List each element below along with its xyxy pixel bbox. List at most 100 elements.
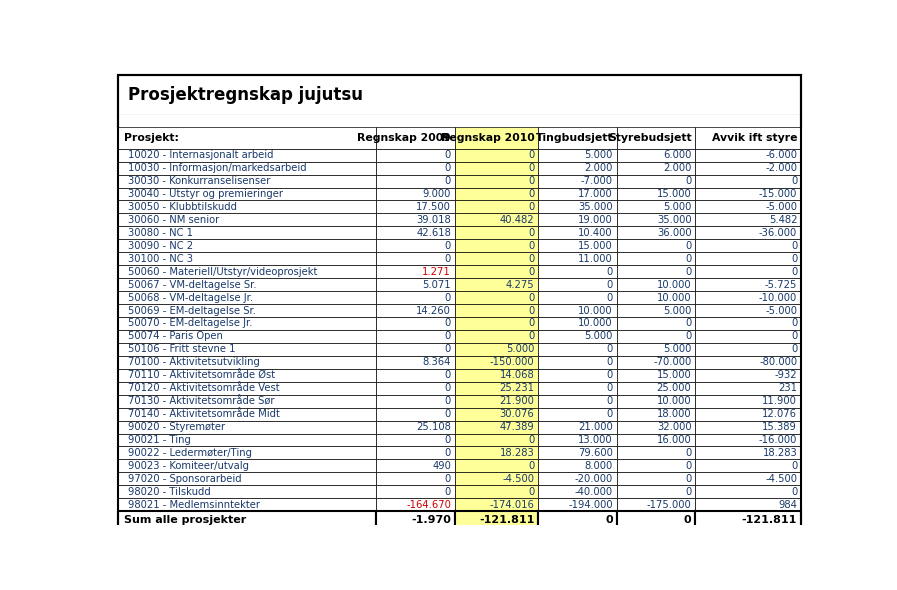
Text: 97020 - Sponsorarbeid: 97020 - Sponsorarbeid: [127, 474, 241, 484]
Bar: [118, 369, 377, 382]
Text: 0: 0: [685, 461, 692, 471]
Bar: [377, 127, 455, 149]
Text: -174.016: -174.016: [490, 500, 535, 510]
Bar: [118, 460, 377, 473]
Text: 98021 - Medlemsinntekter: 98021 - Medlemsinntekter: [127, 500, 259, 510]
Bar: [695, 201, 801, 214]
Text: 17.000: 17.000: [579, 189, 613, 199]
Text: 90022 - Ledermøter/Ting: 90022 - Ledermøter/Ting: [127, 448, 252, 458]
Bar: [695, 175, 801, 188]
Text: 10.000: 10.000: [579, 306, 613, 316]
Text: -1.970: -1.970: [411, 515, 451, 525]
Text: 0: 0: [528, 306, 535, 316]
Bar: [377, 395, 455, 408]
Bar: [377, 227, 455, 240]
Text: 70140 - Aktivitetsområde Midt: 70140 - Aktivitetsområde Midt: [127, 409, 280, 419]
Text: 0: 0: [606, 267, 613, 277]
Text: 50070 - EM-deltagelse Jr.: 50070 - EM-deltagelse Jr.: [127, 319, 252, 329]
Bar: [118, 447, 377, 460]
Text: 0: 0: [685, 241, 692, 251]
Bar: [617, 240, 695, 253]
Text: 0: 0: [528, 202, 535, 212]
Bar: [118, 486, 377, 499]
Bar: [455, 291, 538, 304]
Text: Prosjekt:: Prosjekt:: [124, 133, 179, 143]
Bar: [695, 421, 801, 434]
Text: -121.811: -121.811: [742, 515, 797, 525]
Bar: [118, 473, 377, 486]
Bar: [538, 343, 617, 356]
Bar: [455, 447, 538, 460]
Text: 0: 0: [791, 345, 797, 355]
Bar: [617, 214, 695, 227]
Text: 50074 - Paris Open: 50074 - Paris Open: [127, 332, 222, 342]
Text: -175.000: -175.000: [647, 500, 692, 510]
Text: 0: 0: [791, 176, 797, 186]
Text: 70130 - Aktivitetsområde Sør: 70130 - Aktivitetsområde Sør: [127, 396, 274, 407]
Bar: [455, 304, 538, 317]
Bar: [695, 434, 801, 447]
Bar: [377, 201, 455, 214]
Bar: [377, 214, 455, 227]
Bar: [455, 317, 538, 330]
Text: 0: 0: [685, 254, 692, 264]
Bar: [377, 473, 455, 486]
Text: 30040 - Utstyr og premieringer: 30040 - Utstyr og premieringer: [127, 189, 283, 199]
Text: 0: 0: [528, 254, 535, 264]
Text: 0: 0: [445, 487, 451, 497]
Bar: [695, 214, 801, 227]
Text: 11.900: 11.900: [762, 396, 797, 406]
Bar: [377, 460, 455, 473]
Bar: [455, 266, 538, 278]
Text: 8.000: 8.000: [585, 461, 613, 471]
Bar: [455, 240, 538, 253]
Bar: [617, 266, 695, 278]
Bar: [695, 278, 801, 291]
Text: 0: 0: [528, 461, 535, 471]
Bar: [538, 127, 617, 149]
Bar: [118, 149, 377, 162]
Text: 0: 0: [685, 332, 692, 342]
Text: 0: 0: [791, 487, 797, 497]
Bar: [617, 395, 695, 408]
Bar: [118, 214, 377, 227]
Text: 12.076: 12.076: [762, 409, 797, 419]
Bar: [695, 460, 801, 473]
Bar: [538, 162, 617, 175]
Text: 90020 - Styremøter: 90020 - Styremøter: [127, 422, 225, 432]
Bar: [617, 408, 695, 421]
Text: 0: 0: [528, 176, 535, 186]
Bar: [695, 188, 801, 201]
Text: 9.000: 9.000: [422, 189, 451, 199]
Text: 30100 - NC 3: 30100 - NC 3: [127, 254, 193, 264]
Bar: [455, 253, 538, 266]
Bar: [118, 127, 377, 149]
Text: 25.108: 25.108: [416, 422, 451, 432]
Bar: [695, 382, 801, 395]
Bar: [695, 149, 801, 162]
Text: 5.000: 5.000: [585, 150, 613, 160]
Text: 50067 - VM-deltagelse Sr.: 50067 - VM-deltagelse Sr.: [127, 280, 257, 290]
Bar: [695, 330, 801, 343]
Bar: [695, 447, 801, 460]
Text: 18.283: 18.283: [500, 448, 535, 458]
Bar: [377, 434, 455, 447]
Text: 231: 231: [779, 384, 797, 393]
Text: 0: 0: [445, 254, 451, 264]
Text: 0: 0: [528, 150, 535, 160]
Text: 0: 0: [606, 358, 613, 368]
Bar: [377, 421, 455, 434]
Bar: [377, 317, 455, 330]
Text: 18.283: 18.283: [762, 448, 797, 458]
Bar: [377, 447, 455, 460]
Bar: [538, 486, 617, 499]
Text: 25.231: 25.231: [500, 384, 535, 393]
Text: 2.000: 2.000: [585, 163, 613, 173]
Bar: [695, 473, 801, 486]
Text: 4.275: 4.275: [506, 280, 535, 290]
Text: 0: 0: [791, 319, 797, 329]
Bar: [377, 511, 455, 529]
Text: 0: 0: [528, 267, 535, 277]
Text: 30090 - NC 2: 30090 - NC 2: [127, 241, 193, 251]
Text: 0: 0: [445, 345, 451, 355]
